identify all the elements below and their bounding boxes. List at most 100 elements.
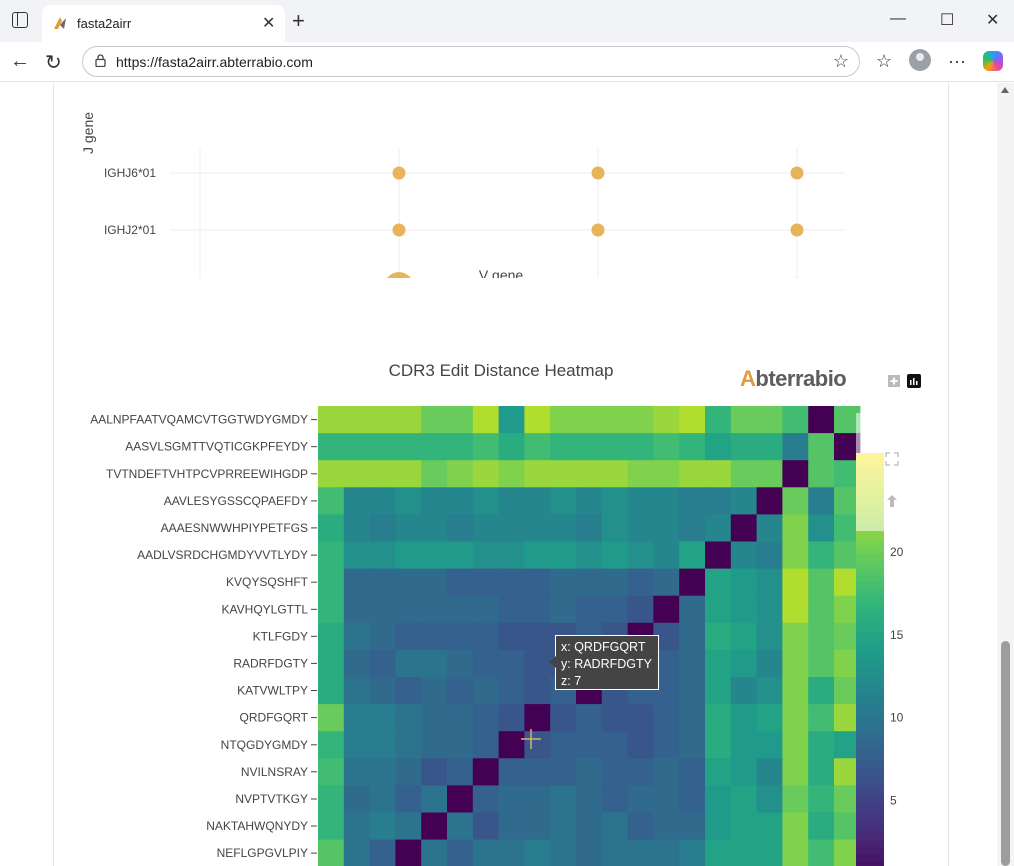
heatmap-cell[interactable]: [369, 568, 396, 597]
heatmap-cell[interactable]: [472, 785, 500, 814]
heatmap-cell[interactable]: [576, 406, 603, 434]
heatmap-cell[interactable]: [627, 541, 654, 570]
heatmap-cell[interactable]: [705, 487, 732, 515]
avatar[interactable]: [909, 49, 931, 71]
heatmap-cell[interactable]: [318, 460, 345, 488]
heatmap-cell[interactable]: [679, 731, 706, 759]
heatmap-cell[interactable]: [756, 622, 783, 651]
heatmap-cell[interactable]: [808, 622, 835, 651]
heatmap-cell[interactable]: [705, 514, 732, 543]
heatmap-cell[interactable]: [343, 433, 371, 461]
heatmap-cell[interactable]: [343, 487, 371, 515]
heatmap-cell[interactable]: [653, 785, 680, 814]
heatmap-cell[interactable]: [343, 595, 371, 624]
heatmap-cell[interactable]: [627, 514, 654, 543]
scroll-up-arrow-icon[interactable]: [1001, 87, 1009, 93]
close-window-icon[interactable]: ✕: [986, 12, 1000, 29]
heatmap-cell[interactable]: [318, 839, 345, 866]
heatmap-cell[interactable]: [421, 758, 448, 786]
heatmap-cell[interactable]: [576, 758, 603, 786]
heatmap-cell[interactable]: [447, 758, 474, 786]
bubble-point[interactable]: [790, 166, 804, 180]
heatmap-cell[interactable]: [679, 758, 706, 786]
heatmap-cell[interactable]: [318, 785, 345, 814]
heatmap-cell[interactable]: [369, 514, 396, 543]
heatmap-cell[interactable]: [653, 514, 680, 543]
heatmap-cell[interactable]: [395, 487, 422, 515]
back-arrow-icon[interactable]: ←: [10, 50, 30, 72]
bubble-point[interactable]: [392, 166, 406, 180]
heatmap-cell[interactable]: [679, 812, 706, 841]
heatmap-cell[interactable]: [318, 677, 345, 705]
heatmap-cell[interactable]: [782, 704, 809, 732]
heatmap-cell[interactable]: [601, 487, 629, 515]
heatmap-cell[interactable]: [653, 704, 680, 732]
heatmap-cell[interactable]: [756, 541, 783, 570]
heatmap-cell[interactable]: [782, 677, 809, 705]
heatmap-cell[interactable]: [730, 622, 758, 651]
heatmap-cell[interactable]: [421, 514, 448, 543]
heatmap-cell[interactable]: [627, 406, 654, 434]
autoscale-icon[interactable]: [885, 452, 899, 466]
heatmap-cell[interactable]: [524, 812, 551, 841]
heatmap-cell[interactable]: [421, 541, 448, 570]
heatmap-cell[interactable]: [808, 731, 835, 759]
heatmap-cell[interactable]: [395, 704, 422, 732]
heatmap-cell[interactable]: [472, 406, 500, 434]
heatmap-cell[interactable]: [730, 839, 758, 866]
heatmap-cell[interactable]: [498, 487, 525, 515]
heatmap-cell[interactable]: [705, 812, 732, 841]
heatmap-cell[interactable]: [756, 514, 783, 543]
heatmap-cell[interactable]: [524, 622, 551, 651]
heatmap-cell[interactable]: [498, 541, 525, 570]
heatmap-cell[interactable]: [524, 487, 551, 515]
heatmap-cell[interactable]: [369, 433, 396, 461]
heatmap-cell[interactable]: [447, 649, 474, 678]
heatmap-cell[interactable]: [756, 677, 783, 705]
heatmap-cell[interactable]: [395, 649, 422, 678]
reload-icon[interactable]: ↻: [45, 52, 62, 74]
bubble-point[interactable]: [591, 166, 605, 180]
heatmap-cell[interactable]: [524, 460, 551, 488]
heatmap-cell[interactable]: [421, 677, 448, 705]
heatmap-cell[interactable]: [576, 514, 603, 543]
heatmap-cell[interactable]: [447, 514, 474, 543]
heatmap-cell[interactable]: [756, 568, 783, 597]
heatmap-cell[interactable]: [782, 541, 809, 570]
heatmap-cell[interactable]: [627, 595, 654, 624]
heatmap-cell[interactable]: [808, 433, 835, 461]
heatmap-cell[interactable]: [808, 785, 835, 814]
heatmap-cell[interactable]: [730, 785, 758, 814]
heatmap-cell[interactable]: [318, 622, 345, 651]
heatmap-cell[interactable]: [421, 649, 448, 678]
heatmap-cell[interactable]: [627, 758, 654, 786]
heatmap-cell[interactable]: [705, 785, 732, 814]
bubble-point[interactable]: [392, 223, 406, 237]
heatmap-cell[interactable]: [808, 568, 835, 597]
heatmap-cell[interactable]: [576, 541, 603, 570]
heatmap-cell[interactable]: [343, 731, 371, 759]
heatmap-cell[interactable]: [679, 487, 706, 515]
heatmap-cell[interactable]: [550, 406, 577, 434]
heatmap-cell[interactable]: [395, 731, 422, 759]
bubble-point[interactable]: [591, 223, 605, 237]
heatmap-cell[interactable]: [395, 514, 422, 543]
heatmap-cell[interactable]: [782, 460, 809, 488]
heatmap-cell[interactable]: [808, 487, 835, 515]
heatmap-cell[interactable]: [318, 595, 345, 624]
heatmap-cell[interactable]: [395, 460, 422, 488]
heatmap-cell[interactable]: [447, 704, 474, 732]
heatmap-cell[interactable]: [730, 487, 758, 515]
heatmap-cell[interactable]: [756, 406, 783, 434]
heatmap-cell[interactable]: [524, 406, 551, 434]
heatmap-cell[interactable]: [524, 595, 551, 624]
heatmap-cell[interactable]: [653, 731, 680, 759]
heatmap-cell[interactable]: [395, 595, 422, 624]
heatmap-cell[interactable]: [705, 677, 732, 705]
heatmap-cell[interactable]: [808, 595, 835, 624]
heatmap-cell[interactable]: [395, 622, 422, 651]
heatmap-cell[interactable]: [395, 541, 422, 570]
heatmap-cell[interactable]: [524, 839, 551, 866]
heatmap-cell[interactable]: [576, 785, 603, 814]
heatmap-cell[interactable]: [576, 731, 603, 759]
